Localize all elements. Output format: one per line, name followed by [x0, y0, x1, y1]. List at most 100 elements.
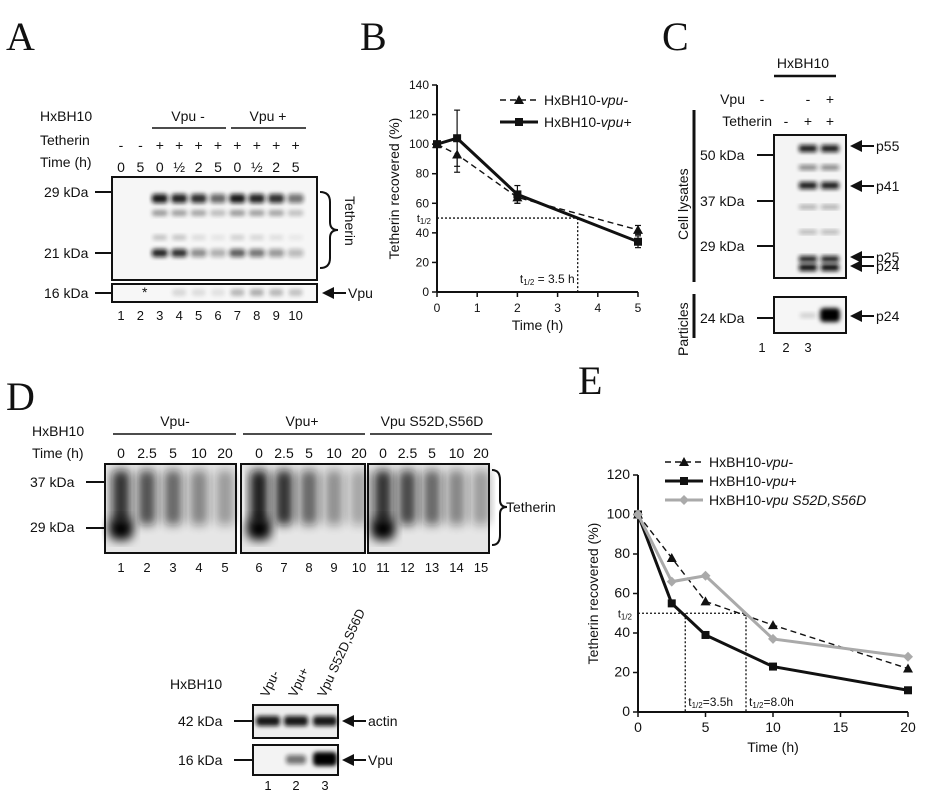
tetherin-sign: +: [156, 137, 164, 153]
panel-label-d: D: [6, 374, 35, 419]
data-point: [904, 686, 912, 695]
smear: [275, 470, 293, 525]
mw-marker: 37 kDa: [700, 193, 745, 209]
data-point: [768, 620, 778, 630]
time-label: 20: [351, 445, 367, 461]
panel-label-b: B: [360, 14, 387, 59]
lane-number: 14: [449, 560, 463, 575]
data-point: [666, 576, 677, 587]
y-tick-label: 60: [416, 196, 430, 210]
y-tick-label: 0: [422, 285, 429, 299]
smear: [216, 470, 234, 525]
group-label-vpu-minus: Vpu -: [171, 108, 205, 124]
time-label: 2: [195, 159, 203, 175]
lane-number: 1: [758, 340, 765, 355]
half-life-annotation: t1/2=3.5h: [688, 695, 733, 710]
data-point: [903, 651, 913, 662]
panel-a: A HxBH10 Tetherin Time (h) Vpu - Vpu + -…: [6, 14, 373, 323]
band: [190, 210, 207, 216]
blot-bands: [151, 194, 304, 257]
tetherin-sign: +: [826, 113, 834, 129]
group-label: Vpu S52D,S56D: [381, 413, 484, 429]
row-header-construct: HxBH10: [40, 108, 92, 124]
lane-number: 6: [214, 308, 221, 323]
data-point: [680, 477, 688, 485]
lane-number: 1: [117, 308, 124, 323]
lane-number: 10: [352, 560, 366, 575]
band: [821, 145, 839, 152]
band: [287, 249, 304, 257]
time-label: 2.5: [398, 445, 418, 461]
data-point: [666, 552, 677, 562]
band: [229, 194, 246, 203]
time-label: 5: [292, 159, 300, 175]
lane-number: 2: [143, 560, 150, 575]
lane-number: 7: [234, 308, 241, 323]
band: [172, 289, 187, 296]
smear: [350, 470, 368, 525]
lane-number: 12: [400, 560, 414, 575]
time-label: 0: [117, 159, 125, 175]
band: [799, 145, 817, 152]
time-label: 10: [191, 445, 207, 461]
band: [799, 230, 817, 234]
lane-number: 4: [176, 308, 183, 323]
data-point: [903, 663, 913, 673]
y-tick-label: 100: [607, 506, 631, 522]
blot-bands: [109, 470, 490, 540]
band: [284, 716, 308, 726]
mw-marker: 50 kDa: [700, 147, 745, 163]
smear: [250, 470, 268, 525]
data-point: [769, 662, 777, 671]
smear: [398, 470, 417, 525]
y-axis-label: Tetherin recovered (%): [386, 118, 402, 260]
mw-marker: 29 kDa: [30, 519, 75, 535]
inset-construct: HxBH10: [170, 676, 222, 692]
smear: [190, 470, 208, 525]
band: [799, 165, 817, 170]
x-tick-label: 10: [765, 719, 781, 735]
inset-band-label: Vpu: [368, 752, 393, 768]
x-tick-label: 5: [635, 301, 642, 315]
band: [249, 289, 264, 296]
time-label: ½: [173, 159, 185, 175]
time-label: 5: [169, 445, 177, 461]
band: [230, 289, 245, 296]
x-tick-label: 5: [702, 719, 710, 735]
time-label: 10: [326, 445, 342, 461]
lane-number: 5: [195, 308, 202, 323]
band: [152, 235, 167, 240]
chart-e: 0 20 40 60 80 100 120 0 5 10 15 20 Time (h) Tetherin …: [585, 454, 916, 755]
band: [800, 313, 816, 318]
row-header-tetherin: Tetherin: [40, 132, 90, 148]
time-label: 2.5: [274, 445, 294, 461]
y-tick-label: 40: [614, 624, 630, 640]
vpu-sign: -: [806, 91, 811, 107]
arrow-icon: [342, 754, 354, 766]
group-label: Vpu+: [285, 413, 318, 429]
time-label: 0: [255, 445, 263, 461]
mw-marker: 21 kDa: [44, 245, 89, 261]
lane-number: 3: [169, 560, 176, 575]
tetherin-sign: +: [175, 137, 183, 153]
lane-number: 2: [137, 308, 144, 323]
x-tick-label: 1: [474, 301, 481, 315]
lane-number: 6: [255, 560, 262, 575]
tetherin-sign: +: [195, 137, 203, 153]
panel-e: E 0 20 40 60 80 100 120 0 5 10 15 20 Time (h) Tetheri…: [578, 358, 916, 755]
data-point: [515, 118, 523, 126]
band: [799, 264, 817, 271]
band: [313, 716, 337, 726]
row-header-vpu: Vpu: [720, 91, 745, 107]
data-point: [701, 630, 710, 639]
row-header-tetherin: Tetherin: [722, 113, 772, 129]
band: [269, 289, 284, 296]
series-line: [637, 514, 909, 670]
smear: [423, 470, 441, 525]
band-label: p24: [876, 308, 900, 324]
lane-number: 13: [425, 560, 439, 575]
band: [268, 249, 285, 257]
band: [821, 256, 839, 262]
